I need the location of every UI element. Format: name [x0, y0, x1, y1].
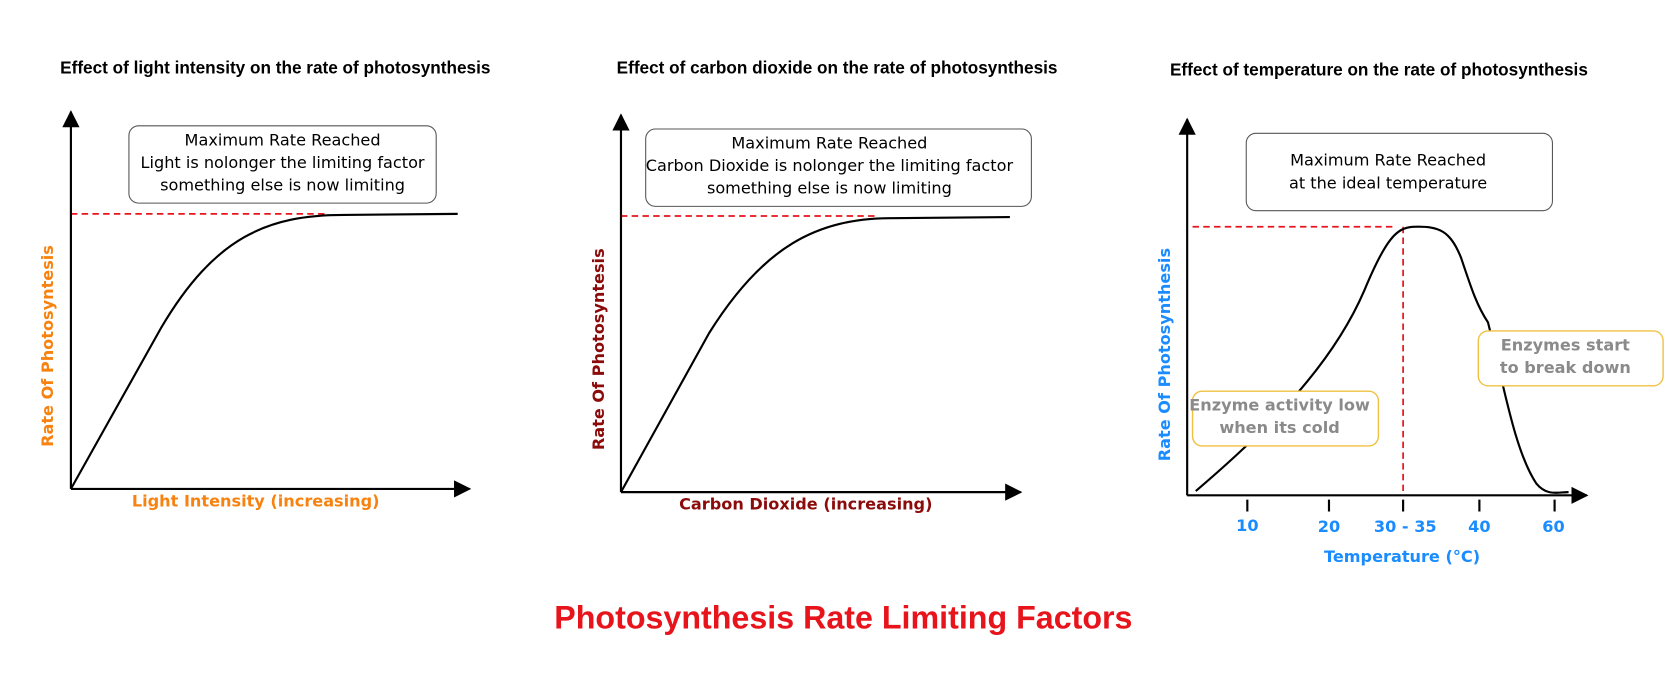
x-tick-label: 40 [1468, 517, 1490, 536]
y-label: Rate Of Photosynthesis [1155, 248, 1174, 461]
annotation: Maximum Rate Reached [731, 134, 927, 153]
annotation: at the ideal temperature [1289, 173, 1487, 192]
x-tick-label: 60 [1542, 517, 1564, 536]
note: to break down [1500, 358, 1631, 377]
annotation: something else is now limiting [160, 175, 405, 194]
panel-temperature: Effect of temperature on the rate of pho… [1155, 60, 1664, 566]
annotation: Carbon Dioxide is nolonger the limiting … [646, 156, 1014, 175]
annotation: Maximum Rate Reached [1290, 151, 1486, 170]
curve [69, 212, 458, 490]
annotation-box [645, 128, 1032, 207]
x-tick-label: 30 - 35 [1374, 517, 1437, 536]
panel-title: Effect of light intensity on the rate of… [60, 57, 490, 77]
optimum-lines [1192, 225, 1404, 496]
curve [1195, 225, 1569, 494]
panel-co2: Effect of carbon dioxide on the rate of … [589, 57, 1057, 513]
annotation-box [128, 125, 437, 204]
annotation: Maximum Rate Reached [185, 130, 381, 149]
panel-title: Effect of temperature on the rate of pho… [1170, 60, 1588, 80]
note: Enzymes start [1501, 336, 1630, 355]
x-label: Temperature (°C) [1324, 547, 1480, 566]
tick-marks [1246, 499, 1556, 512]
note-box [1477, 330, 1664, 387]
x-tick-label: 20 [1318, 517, 1340, 536]
x-label: Carbon Dioxide (increasing) [679, 495, 932, 514]
annotation: Light is nolonger the limiting factor [141, 153, 425, 172]
annotation-box [1245, 132, 1553, 212]
y-label: Rate Of Photosyntesis [589, 248, 608, 450]
x-tick-label: 10 [1236, 516, 1258, 535]
panel-title: Effect of carbon dioxide on the rate of … [617, 57, 1058, 77]
panel-light: Effect of light intensity on the rate of… [38, 57, 491, 510]
y-label: Rate Of Photosyntesis [38, 245, 57, 447]
note: when its cold [1219, 418, 1339, 437]
page-title: Photosynthesis Rate Limiting Factors [554, 599, 1132, 635]
note-box [1191, 390, 1380, 447]
note: Enzyme activity low [1189, 396, 1370, 415]
curve [620, 216, 1010, 493]
annotation: something else is now limiting [707, 179, 952, 198]
x-label: Light Intensity (increasing) [132, 491, 380, 510]
